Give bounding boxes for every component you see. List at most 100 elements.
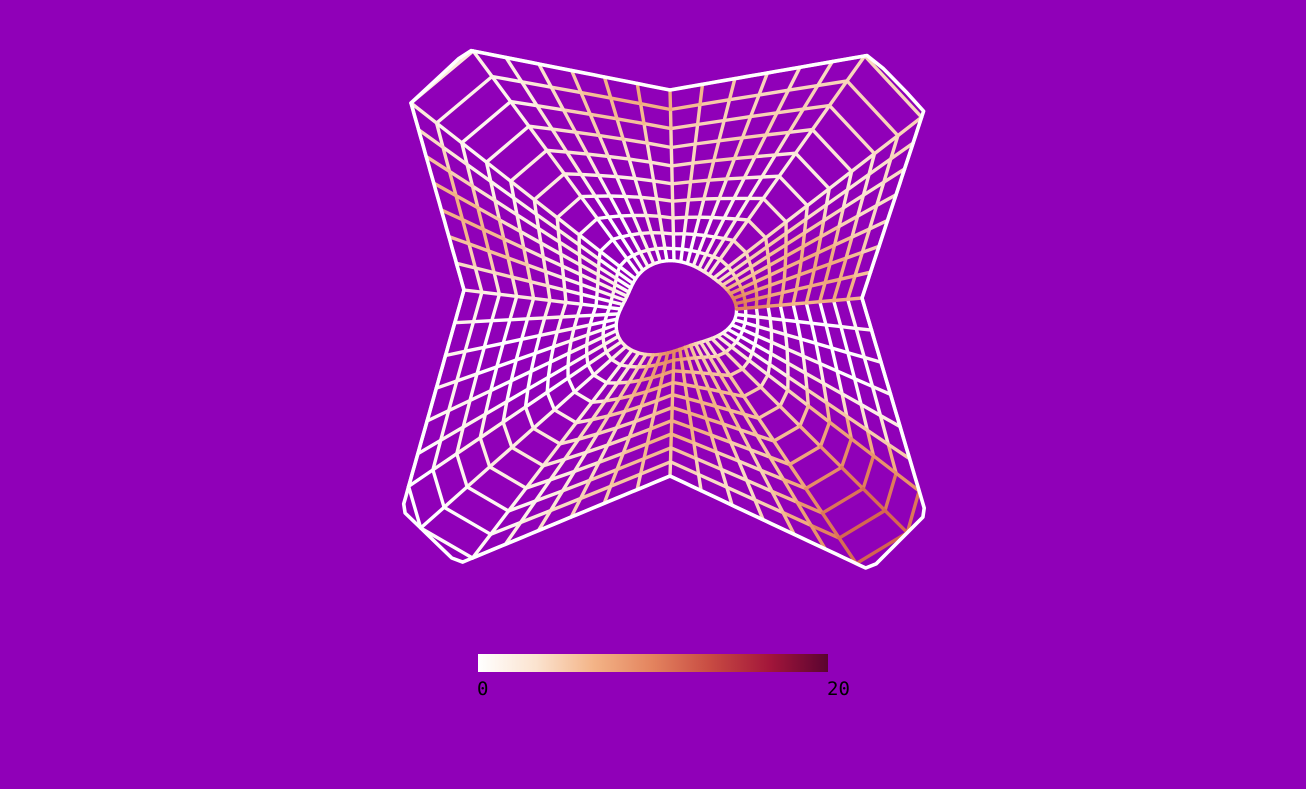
mesh-edge bbox=[781, 318, 788, 337]
mesh-edge bbox=[750, 351, 772, 367]
mesh-edge bbox=[627, 157, 637, 181]
mesh-edge bbox=[545, 390, 557, 412]
mesh-edge bbox=[595, 296, 613, 304]
mesh-edge bbox=[803, 371, 809, 392]
mesh-edge bbox=[518, 229, 526, 250]
mesh-edge bbox=[610, 294, 627, 302]
mesh-edge bbox=[463, 320, 476, 353]
mesh-edge bbox=[784, 244, 805, 258]
mesh-edge bbox=[809, 523, 841, 540]
mesh-edge bbox=[854, 531, 909, 566]
mesh-edge bbox=[566, 351, 571, 368]
mesh-edge bbox=[509, 358, 518, 383]
mesh-edge bbox=[572, 460, 601, 474]
mesh-edge bbox=[559, 252, 582, 267]
mesh-edge bbox=[510, 426, 536, 450]
mesh-edge bbox=[524, 478, 552, 490]
mesh-edge bbox=[538, 330, 559, 338]
mesh-edge bbox=[685, 396, 704, 405]
mesh-edge bbox=[605, 312, 621, 317]
mesh-edge bbox=[523, 405, 536, 430]
mesh-edge bbox=[785, 347, 805, 358]
mesh-edge bbox=[549, 85, 583, 95]
mesh-edge bbox=[818, 281, 827, 304]
mesh-edge bbox=[768, 278, 786, 288]
mesh-edge bbox=[515, 213, 541, 231]
mesh-edge bbox=[840, 392, 849, 419]
mesh-edge bbox=[569, 326, 576, 343]
mesh-edge bbox=[669, 418, 674, 436]
mesh-edge bbox=[468, 372, 479, 403]
mesh-edge bbox=[548, 345, 556, 364]
mesh-edge bbox=[756, 416, 776, 443]
mesh-edge bbox=[648, 160, 674, 168]
mesh-edge bbox=[778, 290, 785, 307]
mesh-edge bbox=[615, 364, 631, 385]
mesh-edge bbox=[532, 172, 566, 202]
mesh-edge bbox=[572, 323, 592, 330]
mesh-edge bbox=[729, 440, 753, 452]
mesh-edge bbox=[784, 332, 789, 351]
mesh-edge bbox=[744, 313, 760, 319]
mesh-edge bbox=[742, 175, 764, 180]
mesh-edge bbox=[688, 343, 698, 360]
mesh-edge bbox=[584, 432, 600, 455]
mesh-edge bbox=[801, 83, 820, 111]
mesh-edge bbox=[596, 273, 617, 286]
mesh-edge bbox=[809, 523, 827, 551]
mesh-edge bbox=[669, 142, 697, 150]
mesh-edge bbox=[680, 232, 686, 251]
mesh-edge bbox=[525, 316, 547, 321]
mesh-edge bbox=[731, 238, 748, 255]
mesh-edge bbox=[561, 478, 592, 493]
mesh-edge bbox=[786, 65, 802, 92]
mesh-edge bbox=[696, 472, 729, 489]
mesh-edge bbox=[686, 356, 695, 374]
mesh-edge bbox=[828, 256, 848, 266]
mesh-edge bbox=[652, 398, 659, 417]
mesh-edge bbox=[748, 111, 779, 119]
mesh-edge bbox=[768, 455, 792, 467]
mesh-edge bbox=[595, 288, 615, 298]
mesh-edge bbox=[595, 426, 619, 436]
mesh-edge bbox=[793, 151, 831, 191]
mesh-edge bbox=[849, 437, 876, 458]
mesh-edge bbox=[859, 402, 870, 432]
mesh-edge bbox=[814, 341, 834, 350]
mesh-edge bbox=[801, 231, 807, 249]
mesh-edge bbox=[461, 398, 472, 429]
mesh-edge bbox=[778, 302, 795, 307]
mesh-edge bbox=[682, 232, 697, 237]
mesh-edge bbox=[556, 228, 581, 247]
mesh-edge bbox=[406, 468, 435, 489]
mesh-edge bbox=[615, 451, 625, 472]
mesh-edge bbox=[741, 328, 759, 338]
mesh-edge bbox=[844, 250, 865, 260]
mesh-edge bbox=[533, 333, 542, 356]
mesh-edge bbox=[778, 404, 802, 428]
mesh-edge bbox=[509, 179, 516, 200]
mesh-edge bbox=[533, 345, 556, 356]
mesh-edge bbox=[684, 198, 691, 220]
mesh-edge bbox=[657, 214, 675, 220]
mesh-edge bbox=[818, 300, 828, 327]
mesh-edge bbox=[784, 332, 803, 341]
mesh-edge bbox=[482, 341, 505, 349]
mesh-edge bbox=[823, 262, 832, 285]
mesh-edge bbox=[562, 172, 583, 177]
mesh-edge bbox=[618, 213, 635, 218]
mesh-edge bbox=[475, 345, 486, 376]
mesh-edge bbox=[726, 251, 748, 269]
mesh-edge bbox=[740, 133, 768, 140]
mesh-edge bbox=[657, 214, 664, 235]
mesh-edge bbox=[490, 292, 502, 323]
mesh-edge bbox=[508, 294, 519, 322]
mesh-edge bbox=[615, 117, 646, 126]
mesh-edge bbox=[725, 485, 734, 507]
mesh-edge bbox=[586, 327, 606, 337]
mesh-edge bbox=[615, 457, 646, 472]
mesh-edge bbox=[905, 489, 921, 535]
mesh-edge bbox=[465, 162, 475, 188]
